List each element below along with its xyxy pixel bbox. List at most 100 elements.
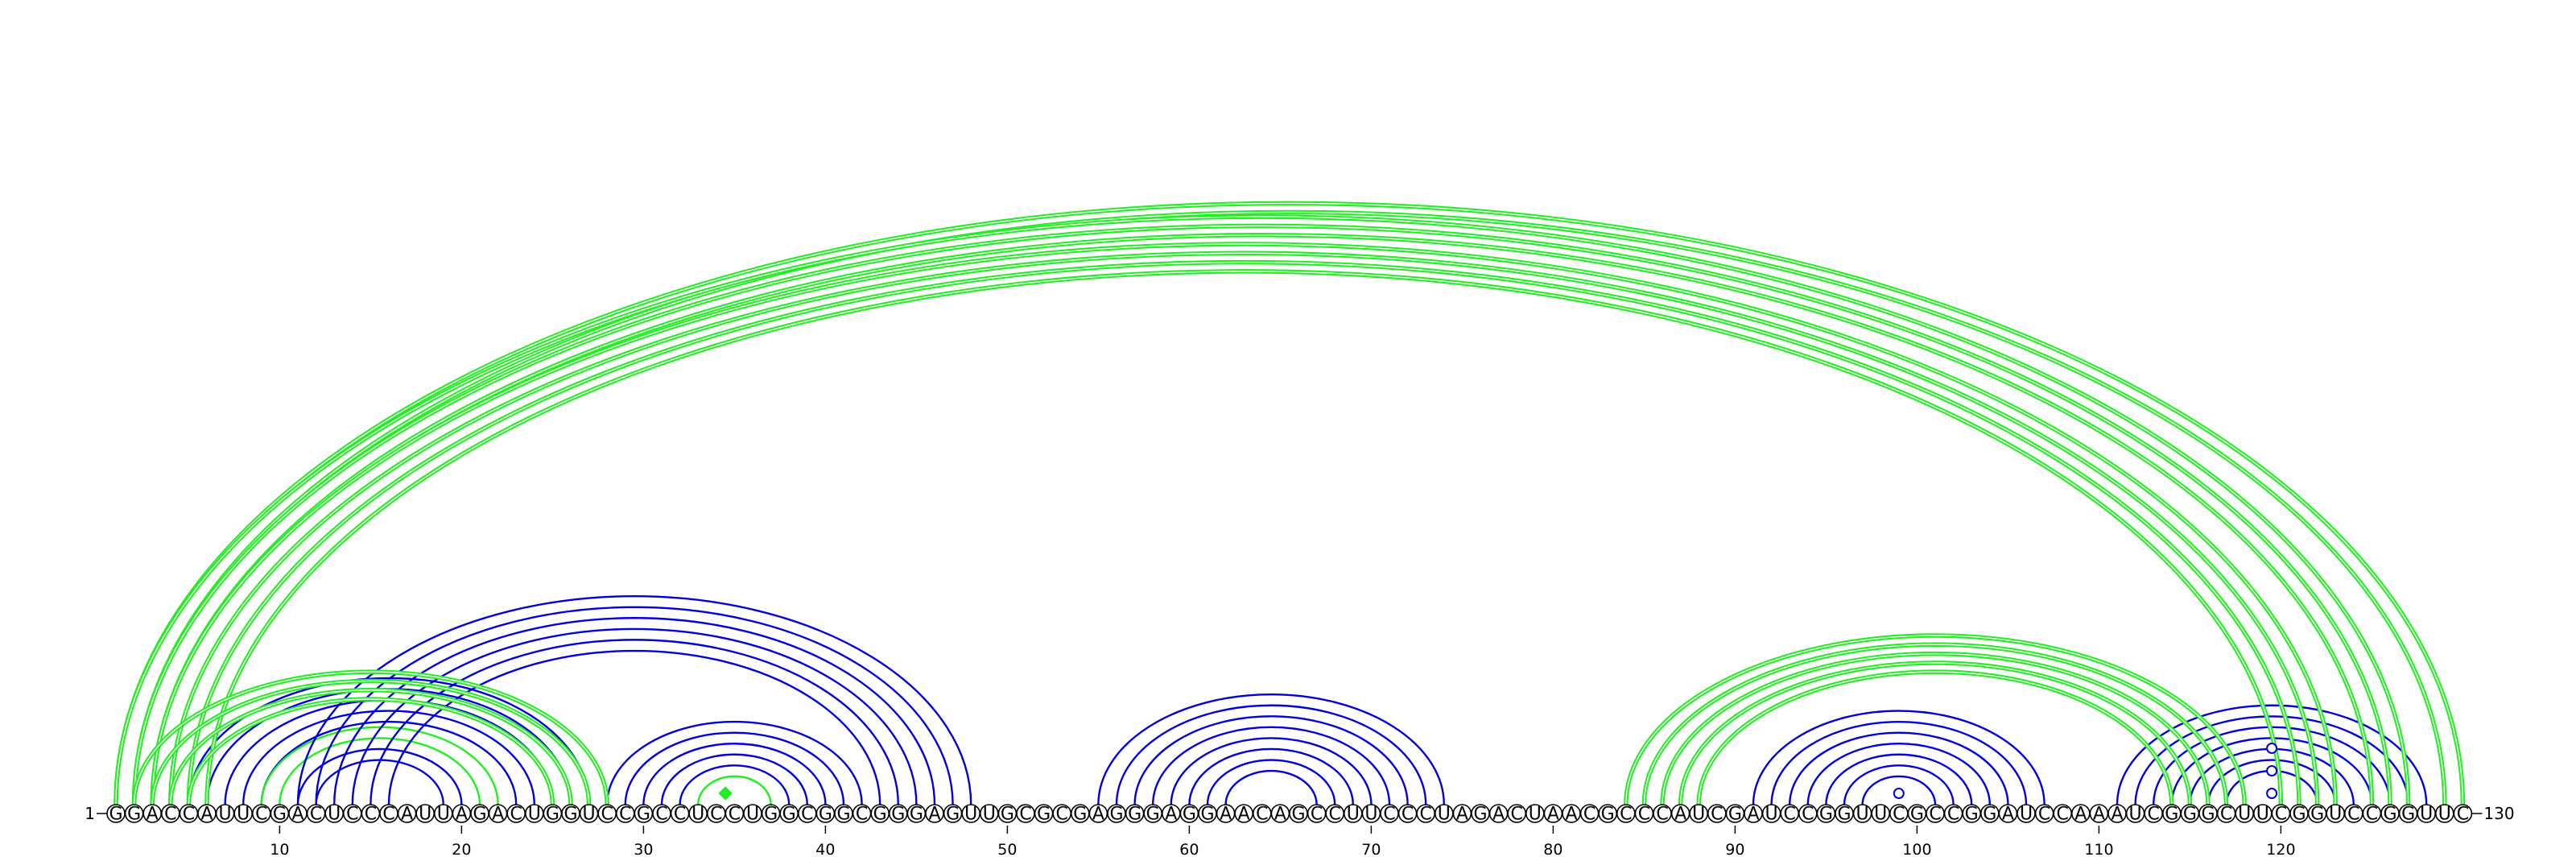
nucleotide-letter: A <box>200 805 213 825</box>
circle-marker-icon <box>2266 765 2278 776</box>
nucleotide-97: U <box>1852 804 1872 825</box>
nucleotide-letter: A <box>492 805 504 825</box>
nucleotide-75: A <box>1452 804 1472 825</box>
nucleotide-67: C <box>1307 804 1327 825</box>
nucleotide-127: G <box>2398 804 2418 825</box>
nucleotide-letter: C <box>310 805 322 825</box>
nucleotide-letter: C <box>2457 805 2469 825</box>
upper-pair-arc-88-114 <box>1696 669 2174 805</box>
pair-arc-8-24 <box>242 710 535 805</box>
nucleotide-77: A <box>1488 804 1509 825</box>
nucleotide-113: C <box>2144 804 2163 825</box>
nucleotide-letter: C <box>164 805 176 825</box>
upper-pair-arc-core-84-118 <box>1625 635 2245 805</box>
nucleotide-letter: G <box>836 805 850 825</box>
nucleotide-44: G <box>889 804 908 825</box>
nucleotide-68: C <box>1325 804 1344 825</box>
nucleotide-letter: C <box>1784 805 1796 825</box>
nucleotide-12: C <box>306 804 326 825</box>
nucleotide-45: G <box>906 804 927 825</box>
nucleotide-letter: U <box>1874 805 1887 825</box>
nucleotide-letter: G <box>1128 805 1141 825</box>
upper-pair-arc-core-1-127 <box>115 216 2409 805</box>
nucleotide-118: U <box>2235 804 2254 825</box>
nucleotide-80: A <box>1543 804 1563 825</box>
nucleotide-79: U <box>1525 804 1545 825</box>
nucleotide-83: G <box>1598 804 1617 825</box>
pair-arc-55-74 <box>1097 693 1445 805</box>
pair-markers <box>718 743 2278 801</box>
nucleotide-49: U <box>980 804 999 825</box>
nucleotide-letter: U <box>328 805 341 825</box>
pair-arc-15-44 <box>369 639 899 805</box>
pair-arc-16-43 <box>387 649 881 805</box>
pair-arc-30-40 <box>642 743 827 805</box>
nucleotide-124: C <box>2344 804 2363 825</box>
lower-arcs-group <box>188 594 2428 805</box>
nucleotide-108: C <box>2053 804 2072 825</box>
nucleotide-letter: C <box>510 805 522 825</box>
nucleotide-42: C <box>852 804 872 825</box>
nucleotide-letter: C <box>1256 805 1268 825</box>
nucleotide-24: U <box>524 804 544 825</box>
upper-pair-arc-core-6-120 <box>206 271 2282 805</box>
nucleotide-123: U <box>2326 804 2345 825</box>
pair-arc-9-22 <box>260 726 499 805</box>
nucleotide-121: G <box>2289 804 2309 825</box>
nucleotide-6: A <box>197 804 217 825</box>
upper-pair-arc-core-4-26 <box>170 689 572 805</box>
pair-arc-91-107 <box>1752 710 2046 805</box>
nucleotide-5: C <box>179 804 199 825</box>
nucleotide-letter: A <box>291 805 303 825</box>
nucleotide-letter: G <box>1965 805 1979 825</box>
diamond-marker-icon <box>718 786 733 801</box>
nucleotide-letter: G <box>637 805 650 825</box>
nucleotide-letter: G <box>2383 805 2396 825</box>
nucleotide-letter: C <box>1893 805 1905 825</box>
nucleotide-letter: G <box>2183 805 2197 825</box>
pair-arc-95-103 <box>1825 753 1973 805</box>
nucleotide-37: G <box>761 804 781 825</box>
nucleotide-letter: C <box>1383 805 1395 825</box>
sequence-start-label: 1 <box>85 804 95 823</box>
nucleotide-letter: U <box>2329 805 2342 825</box>
nucleotide-82: C <box>1579 804 1600 825</box>
nucleotide-letter: A <box>2002 805 2014 825</box>
nucleotide-letter: C <box>801 805 813 825</box>
pair-arc-94-104 <box>1806 743 1991 805</box>
nucleotide-10: G <box>270 804 290 825</box>
nucleotide-letter: C <box>2347 805 2359 825</box>
position-axis: 10 20 30 40 50 60 70 80 90 100 110 120 <box>270 826 2296 857</box>
nucleotide-letter: G <box>1200 805 1214 825</box>
nucleotide-89: C <box>1707 804 1727 825</box>
nucleotide-letter: G <box>564 805 577 825</box>
nucleotide-19: U <box>433 804 453 825</box>
nucleotide-17: A <box>397 804 417 825</box>
nucleotide-7: U <box>215 804 235 825</box>
nucleotide-93: C <box>1780 804 1799 825</box>
nucleotide-52: G <box>1034 804 1054 825</box>
nucleotide-letter: G <box>2310 805 2324 825</box>
nucleotide-letter: C <box>1711 805 1723 825</box>
tick-label-100: 100 <box>1902 841 1931 857</box>
nucleotide-32: C <box>670 804 690 825</box>
nucleotide-letter: U <box>2129 805 2142 825</box>
nucleotide-125: C <box>2362 804 2382 825</box>
nucleotide-letter: G <box>782 805 796 825</box>
nucleotide-84: C <box>1616 804 1636 825</box>
nucleotide-letter: G <box>273 805 287 825</box>
nucleotide-74: U <box>1435 804 1454 825</box>
nucleotide-letter: A <box>1092 805 1104 825</box>
nucleotide-letter: G <box>109 805 122 825</box>
nucleotide-100: G <box>1907 804 1927 825</box>
nucleotide-53: C <box>1052 804 1071 825</box>
upper-pair-arc-core-2-126 <box>133 225 2391 805</box>
upper-pair-arc-core-85-117 <box>1643 644 2227 805</box>
upper-pair-arc-core-86-116 <box>1662 652 2209 805</box>
nucleotide-letter: U <box>983 805 996 825</box>
upper-pair-arc-core-1-130 <box>115 202 2464 805</box>
nucleotide-110: A <box>2089 804 2109 825</box>
nucleotide-128: U <box>2417 804 2436 825</box>
nucleotide-letter: A <box>1456 805 1468 825</box>
nucleotide-letter: U <box>691 805 704 825</box>
